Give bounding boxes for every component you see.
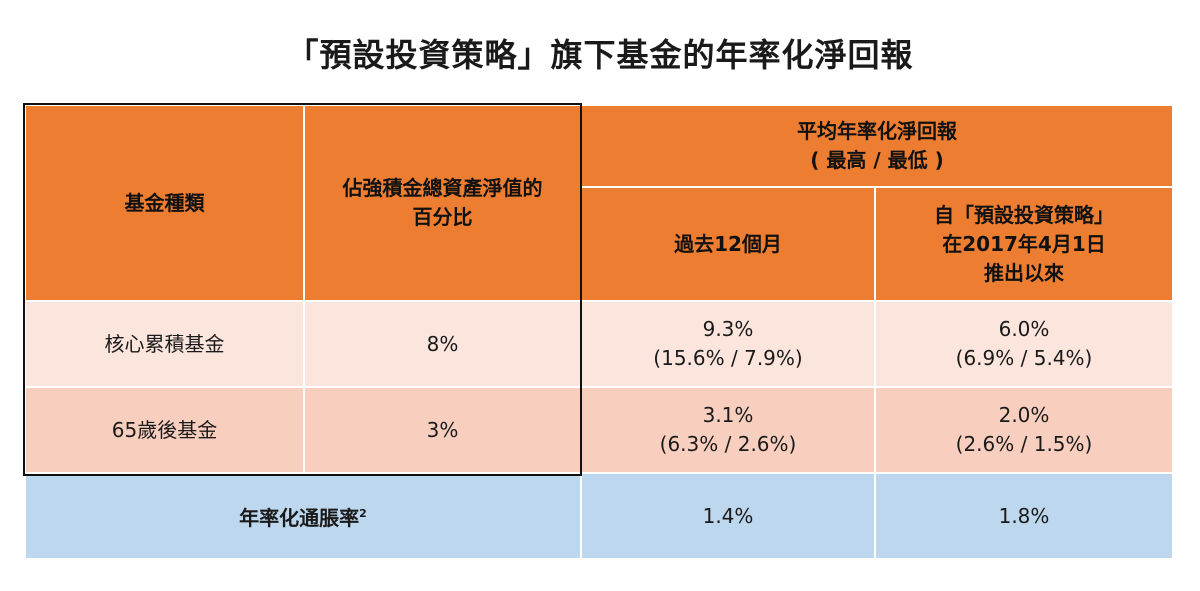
header-past-12-months: 過去12個月	[580, 186, 876, 302]
past-12-avg: 3.1%	[702, 403, 754, 427]
inflation-since-launch: 1.8%	[874, 472, 1174, 560]
returns-table: 基金種類 佔強積金總資產淨值的 百分比 平均年率化淨回報 ( 最高 / 最低 )…	[24, 104, 1174, 560]
header-asset-percent: 佔強積金總資產淨值的 百分比	[303, 104, 582, 302]
header-since-launch: 自「預設投資策略」 在2017年4月1日 推出以來	[874, 186, 1174, 302]
since-avg: 6.0%	[998, 317, 1050, 341]
footnote-marker: 2	[359, 507, 367, 520]
inflation-row: 年率化通脹率2 1.4% 1.8%	[24, 472, 1174, 560]
inflation-label: 年率化通脹率	[239, 506, 360, 530]
header-asset-percent-line1: 佔強積金總資產淨值的	[342, 176, 543, 200]
header-since-line2: 在2017年4月1日	[942, 231, 1106, 256]
past-12-avg: 9.3%	[702, 317, 754, 341]
header-avg-return-line2: ( 最高 / 最低 )	[810, 148, 944, 172]
past-12-range: (6.3% / 2.6%)	[659, 432, 797, 456]
inflation-past-12: 1.4%	[580, 472, 876, 560]
page-title: 「預設投資策略」旗下基金的年率化淨回報	[286, 36, 914, 74]
header-avg-return-line1: 平均年率化淨回報	[797, 119, 957, 143]
header-since-line1: 自「預設投資策略」	[934, 202, 1114, 227]
past-12-range: (15.6% / 7.9%)	[653, 346, 803, 370]
asset-percent: 3%	[303, 386, 582, 474]
header-asset-percent-line2: 百分比	[412, 205, 473, 229]
asset-percent: 8%	[303, 300, 582, 388]
fund-name: 核心累積基金	[24, 300, 305, 388]
fund-name: 65歲後基金	[24, 386, 305, 474]
since-launch-return: 6.0% (6.9% / 5.4%)	[874, 300, 1174, 388]
header-avg-return: 平均年率化淨回報 ( 最高 / 最低 )	[580, 104, 1174, 188]
inflation-label-cell: 年率化通脹率2	[24, 472, 582, 560]
since-range: (6.9% / 5.4%)	[955, 346, 1093, 370]
header-fund-type: 基金種類	[24, 104, 305, 302]
table-row: 核心累積基金 8% 9.3% (15.6% / 7.9%) 6.0% (6.9%…	[24, 300, 1174, 388]
since-avg: 2.0%	[998, 403, 1050, 427]
header-since-line3: 推出以來	[984, 260, 1064, 285]
since-launch-return: 2.0% (2.6% / 1.5%)	[874, 386, 1174, 474]
past-12-return: 3.1% (6.3% / 2.6%)	[580, 386, 876, 474]
since-range: (2.6% / 1.5%)	[955, 432, 1093, 456]
past-12-return: 9.3% (15.6% / 7.9%)	[580, 300, 876, 388]
table-row: 65歲後基金 3% 3.1% (6.3% / 2.6%) 2.0% (2.6% …	[24, 386, 1174, 474]
